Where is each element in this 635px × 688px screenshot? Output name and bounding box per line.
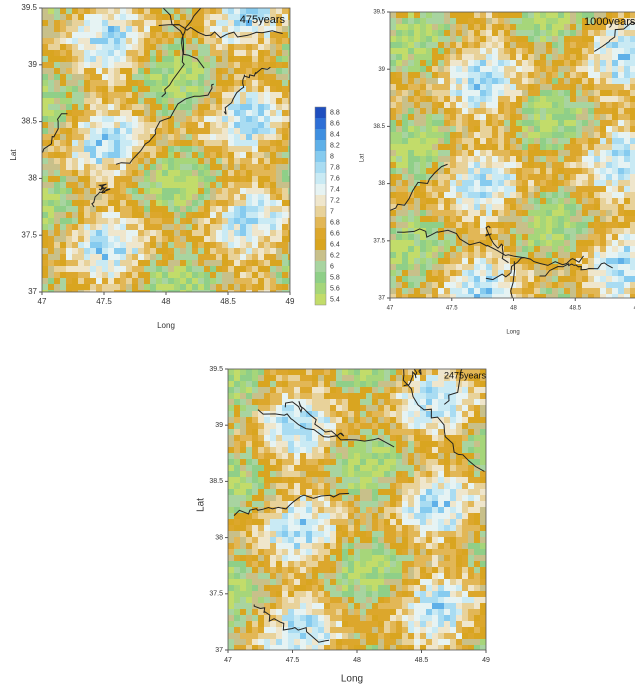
colorbar-swatch bbox=[315, 118, 326, 129]
x-axis-label: Long bbox=[506, 330, 519, 336]
x-axis-label: Long bbox=[341, 674, 363, 685]
figure: 475years 47 47.5 48 48.5 49 37 37.5 38 38.5 39 39.5… bbox=[0, 0, 635, 688]
x-tick-label: 49 bbox=[286, 297, 295, 306]
y-tick-label: 38 bbox=[28, 174, 37, 183]
x-tick-label: 47 bbox=[224, 657, 232, 664]
colorbar-swatch bbox=[315, 129, 326, 140]
x-tick-label: 48 bbox=[353, 657, 361, 664]
colorbar-swatch bbox=[315, 283, 326, 294]
colorbar-label: 7.2 bbox=[330, 197, 340, 204]
y-tick-label: 38.5 bbox=[373, 124, 385, 130]
colorbar-swatch bbox=[315, 294, 326, 305]
y-tick-label: 38 bbox=[378, 181, 385, 187]
x-tick-label: 48.5 bbox=[220, 297, 236, 306]
colorbar-swatch bbox=[315, 107, 326, 118]
colorbar-swatch bbox=[315, 250, 326, 261]
y-tick-label: 37 bbox=[378, 296, 385, 302]
y-tick-label: 37 bbox=[215, 647, 223, 654]
colorbar-label: 7 bbox=[330, 208, 334, 215]
contour-map bbox=[356, 0, 635, 421]
contour-map bbox=[0, 0, 295, 297]
y-tick-label: 38.5 bbox=[209, 478, 223, 485]
colorbar-swatch bbox=[315, 206, 326, 217]
y-axis-label: Lat bbox=[360, 153, 366, 162]
colorbar-swatch bbox=[315, 261, 326, 272]
colorbar-label: 6.6 bbox=[330, 230, 340, 237]
x-tick-label: 48.5 bbox=[569, 306, 581, 312]
colorbar-label: 8.4 bbox=[330, 131, 340, 138]
colorbar-swatch bbox=[315, 217, 326, 228]
x-axis-label: Long bbox=[157, 321, 175, 330]
x-tick-label: 48 bbox=[510, 306, 517, 312]
colorbar-label: 6.8 bbox=[330, 219, 340, 226]
y-tick-label: 39 bbox=[378, 67, 385, 73]
colorbar-label: 8.2 bbox=[330, 142, 340, 149]
y-tick-label: 37.5 bbox=[209, 591, 223, 598]
colorbar-swatch bbox=[315, 272, 326, 283]
y-tick-label: 39.5 bbox=[209, 366, 223, 373]
y-axis-label: Lat bbox=[196, 498, 207, 512]
map-title: 475years bbox=[240, 14, 286, 26]
y-tick-label: 39 bbox=[28, 60, 37, 69]
colorbar-label: 7.6 bbox=[330, 175, 340, 182]
colorbar-label: 5.8 bbox=[330, 274, 340, 281]
y-tick-label: 37.5 bbox=[373, 238, 385, 244]
map-title: 2475years bbox=[444, 370, 487, 380]
y-tick-label: 39.5 bbox=[21, 3, 37, 12]
x-tick-label: 48 bbox=[162, 297, 171, 306]
x-tick-label: 49 bbox=[482, 657, 490, 664]
x-tick-label: 47.5 bbox=[96, 297, 112, 306]
colorbar-label: 8.8 bbox=[330, 109, 340, 116]
colorbar-label: 6.2 bbox=[330, 252, 340, 259]
colorbar-swatch bbox=[315, 173, 326, 184]
colorbar-label: 7.8 bbox=[330, 164, 340, 171]
colorbar-swatch bbox=[315, 151, 326, 162]
contour-map bbox=[228, 262, 543, 651]
colorbar-swatch bbox=[315, 228, 326, 239]
colorbar-swatch bbox=[315, 184, 326, 195]
page: {"panels": [ {"title": "475years", "x_la… bbox=[0, 0, 635, 688]
y-axis-label: Lat bbox=[9, 149, 18, 161]
x-tick-label: 47.5 bbox=[286, 657, 300, 664]
x-tick-label: 47 bbox=[38, 297, 47, 306]
colorbar-label: 5.6 bbox=[330, 285, 340, 292]
y-tick-label: 39 bbox=[215, 422, 223, 429]
colorbar-swatch bbox=[315, 140, 326, 151]
colorbar-label: 8 bbox=[330, 153, 334, 160]
colorbar-swatch bbox=[315, 239, 326, 250]
map-title: 1000years bbox=[584, 16, 635, 28]
y-tick-label: 37.5 bbox=[21, 230, 37, 239]
colorbar-swatch bbox=[315, 162, 326, 173]
colorbar-label: 8.6 bbox=[330, 120, 340, 127]
x-tick-label: 47 bbox=[387, 306, 394, 312]
y-tick-label: 37 bbox=[28, 287, 37, 296]
colorbar-label: 6.4 bbox=[330, 241, 340, 248]
x-tick-label: 48.5 bbox=[415, 657, 429, 664]
y-tick-label: 38.5 bbox=[21, 117, 37, 126]
colorbar-swatch bbox=[315, 195, 326, 206]
colorbar-label: 6 bbox=[330, 263, 334, 270]
colorbar-label: 7.4 bbox=[330, 186, 340, 193]
y-tick-label: 38 bbox=[215, 534, 223, 541]
colorbar-label: 5.4 bbox=[330, 296, 340, 303]
x-tick-label: 47.5 bbox=[446, 306, 458, 312]
y-tick-label: 39.5 bbox=[373, 10, 385, 16]
